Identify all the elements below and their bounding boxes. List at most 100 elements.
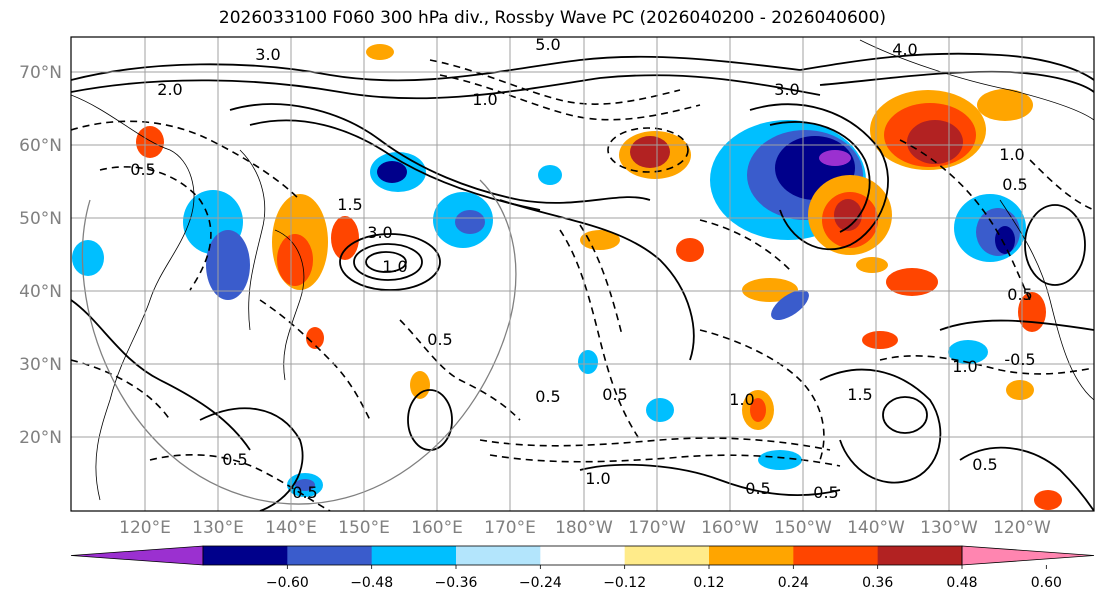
shade-blob [136,126,164,158]
contour-label: 1.0 [952,357,977,376]
colorbar-segment [203,546,288,565]
contour-line [1029,159,1094,211]
contour-line [99,166,212,291]
contour-label: 1.5 [847,385,872,404]
shade-blob [742,278,798,302]
contour-line [199,407,304,511]
contour-label: 4.0 [892,40,917,59]
map-frame [70,36,1095,512]
contour-label: 0.5 [130,160,155,179]
contour-line [882,396,928,434]
colorbar-tick-label: 0.36 [862,575,893,591]
colorbar-tick-label: −0.36 [435,575,478,591]
longitude-label: 170°E [484,518,536,538]
contour-label: 3.0 [255,45,280,64]
shade-blob [580,230,620,250]
shade-blob [750,398,766,422]
shade-blob [856,257,888,273]
colorbar-tick-label: 0.60 [1031,575,1062,591]
coastline-japan [274,229,305,381]
colorbar-tick-label: −0.48 [350,575,393,591]
shade-blob [206,230,250,300]
shade-blob [758,450,802,470]
coastline-korea [239,149,266,331]
contour-line [559,229,641,441]
shade-blob [331,216,359,260]
longitude-label: 140°E [265,518,317,538]
contour-line [229,103,651,204]
shade-blob [72,240,104,276]
shade-blob [977,89,1033,121]
coastline-america [999,199,1094,401]
contour-line [259,299,371,421]
contour-label: 0.5 [1007,285,1032,304]
colorbar-tick-label: −0.12 [603,575,646,591]
map-content: 5.0 3.0 3.0 2.0 4.0 1.0 1.0 0.5 0.5 0.5 0.5 1.5 3.0 1… [71,35,1094,511]
shade-blob [455,210,485,234]
longitude-label: 130°E [192,518,244,538]
shade-blob [907,120,963,164]
shade-blob [834,199,862,231]
shade-blob [676,238,704,262]
shade-blob [646,398,674,422]
contour-line [71,74,821,100]
contour-label: 5.0 [535,35,560,54]
contour-label: 0.5 [602,385,627,404]
shade-blob [578,350,598,374]
contour-label: 1.5 [337,195,362,214]
longitude-label: 120°W [993,518,1051,538]
colorbar-tick-label: −0.60 [266,575,309,591]
contour-label: 0.5 [222,450,247,469]
contour-label: 1.0 [585,469,610,488]
colorbar-tick-label: 0.24 [778,575,809,591]
contour-line [71,299,251,451]
contour-line [699,329,825,461]
shade-blob [995,226,1015,254]
colorbar-segment [456,546,541,565]
latitude-label: 50°N [19,209,62,229]
latitude-label: 30°N [19,355,62,375]
latitude-label: 40°N [19,282,62,302]
contour-line [607,127,689,173]
contour-label: 2.0 [157,80,182,99]
colorbar-tick-label: 0.12 [693,575,724,591]
colorbar-outline [202,545,963,566]
longitude-label: 130°W [920,518,978,538]
contour-label: 0.5 [972,455,997,474]
longitude-label: 150°W [774,518,832,538]
colorbar-tick-label: −0.24 [519,575,562,591]
contour-line [71,55,801,82]
shade-blob [630,136,670,168]
contour-line [439,74,701,121]
longitude-label: 150°E [338,518,390,538]
contour-line [429,59,681,105]
colorbar-segment [371,546,457,565]
contour-label: 1.0 [382,257,407,276]
latitude-label: 20°N [19,428,62,448]
contour-line [499,199,695,361]
shade-blob [306,327,324,349]
shade-blob [948,340,988,364]
contour-line [769,121,871,233]
map-title: 2026033100 F060 300 hPa div., Rossby Wav… [218,8,887,28]
longitude-label: 170°W [628,518,686,538]
contour-line [249,119,541,211]
contour-label: 0.5 [745,479,770,498]
shade-blob [366,44,394,60]
contour-labels: 5.0 3.0 3.0 2.0 4.0 1.0 1.0 0.5 0.5 0.5 0.5 1.5 3.0 1… [130,35,1035,502]
contour-line [365,251,407,273]
contour-label: 1.0 [999,145,1024,164]
contour-line [353,243,423,281]
shade-blob [295,479,315,491]
contour-line [479,437,831,451]
latitude-labels: 70°N 60°N 50°N 40°N 30°N 20°N [19,63,62,448]
contour-line [579,463,841,497]
contour-line [939,319,1094,331]
longitude-label: 180°W [555,518,613,538]
contour-label: 1.0 [729,390,754,409]
graticule [71,37,1094,511]
contour-line [899,139,1031,301]
shade-blob [886,268,938,296]
contour-label: -0.5 [1004,350,1035,369]
colorbar-extend-low [70,545,204,566]
